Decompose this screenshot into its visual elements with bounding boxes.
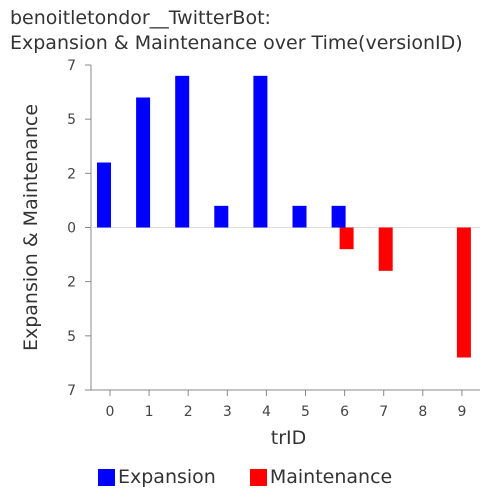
legend-label-expansion: Expansion	[118, 466, 216, 488]
y-tick-label: 7	[67, 383, 76, 399]
x-tick-label: 9	[457, 404, 466, 420]
x-tick-label: 6	[340, 404, 349, 420]
bar-expansion-2	[175, 75, 190, 228]
bar-expansion-5	[292, 205, 307, 228]
y-tick-label: 5	[67, 329, 76, 345]
x-tick-label: 1	[145, 404, 154, 420]
y-tick-label: 2	[67, 275, 76, 291]
bar-expansion-3	[214, 205, 229, 228]
x-tick-label: 3	[223, 404, 232, 420]
chart-title-line-2: Expansion & Maintenance over Time(versio…	[10, 32, 463, 54]
y-tick-label: 7	[67, 58, 76, 74]
y-tick-label: 2	[67, 166, 76, 182]
legend-swatch-maintenance	[249, 468, 267, 486]
bar-maintenance-6	[339, 227, 354, 250]
bar-maintenance-7	[378, 227, 393, 271]
y-axis-title: Expansion & Maintenance	[20, 104, 42, 351]
x-axis-title: trID	[271, 427, 307, 449]
x-tick-label: 7	[379, 404, 388, 420]
x-tick-label: 4	[262, 404, 271, 420]
legend-item-maintenance: Maintenance	[249, 466, 393, 488]
x-tick-label: 0	[106, 404, 115, 420]
bar-expansion-6	[331, 205, 346, 228]
legend-label-maintenance: Maintenance	[269, 466, 393, 488]
chart-title: benoitletondor__TwitterBot: Expansion & …	[10, 6, 463, 56]
legend: Expansion Maintenance	[98, 466, 426, 488]
bar-expansion-1	[136, 97, 151, 228]
y-tick-label: 5	[67, 112, 76, 128]
x-tick-label: 5	[301, 404, 310, 420]
legend-item-expansion: Expansion	[98, 466, 216, 488]
bar-expansion-4	[253, 75, 268, 228]
y-tick-label: 0	[67, 221, 76, 237]
chart-title-line-1: benoitletondor__TwitterBot:	[10, 7, 271, 29]
x-tick-label: 2	[184, 404, 193, 420]
bar-expansion-0	[97, 162, 111, 228]
legend-swatch-expansion	[98, 468, 115, 486]
bar-maintenance-9	[456, 227, 471, 358]
x-tick-label: 8	[418, 404, 427, 420]
